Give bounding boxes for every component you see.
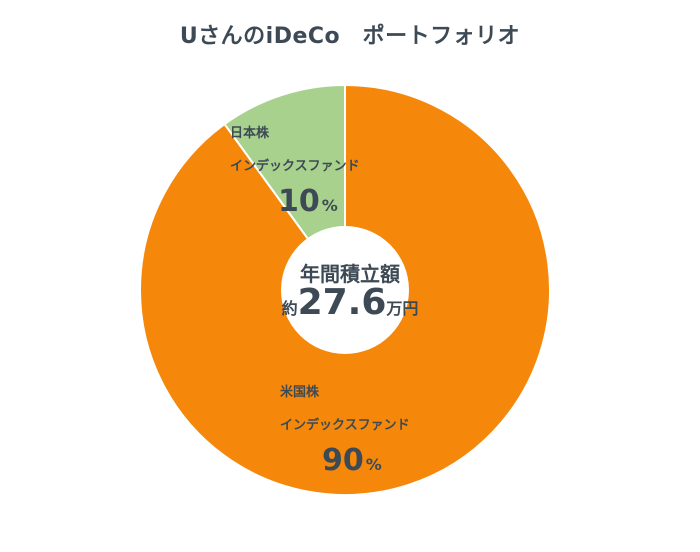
center-label: 年間積立額	[300, 262, 400, 286]
center-amount-unit: 万円	[386, 299, 419, 318]
slice-label-japan: 日本株 インデックスファンド 10%	[230, 122, 360, 219]
center-amount-prefix: 約	[281, 299, 298, 318]
slice-region-japan: 日本株	[230, 126, 270, 141]
slice-percent-us: 90%	[322, 443, 410, 478]
slice-label-us: 米国株 インデックスファンド 90%	[280, 381, 410, 478]
slice-percent-japan: 10%	[278, 184, 360, 219]
center-amount-value: 27.6	[297, 282, 387, 323]
slice-percent-value-us: 90	[322, 443, 364, 478]
slice-fund-us: インデックスファンド	[280, 418, 410, 433]
chart-title: UさんのiDeCo ポートフォリオ	[179, 24, 521, 49]
slice-percent-sign-japan: %	[321, 196, 338, 215]
donut-hole	[281, 226, 409, 354]
center-amount: 約27.6万円	[0, 282, 700, 323]
slice-percent-sign-us: %	[365, 455, 382, 474]
slice-percent-value-japan: 10	[278, 184, 320, 219]
slice-region-us: 米国株	[280, 385, 320, 400]
slice-fund-japan: インデックスファンド	[230, 159, 360, 174]
